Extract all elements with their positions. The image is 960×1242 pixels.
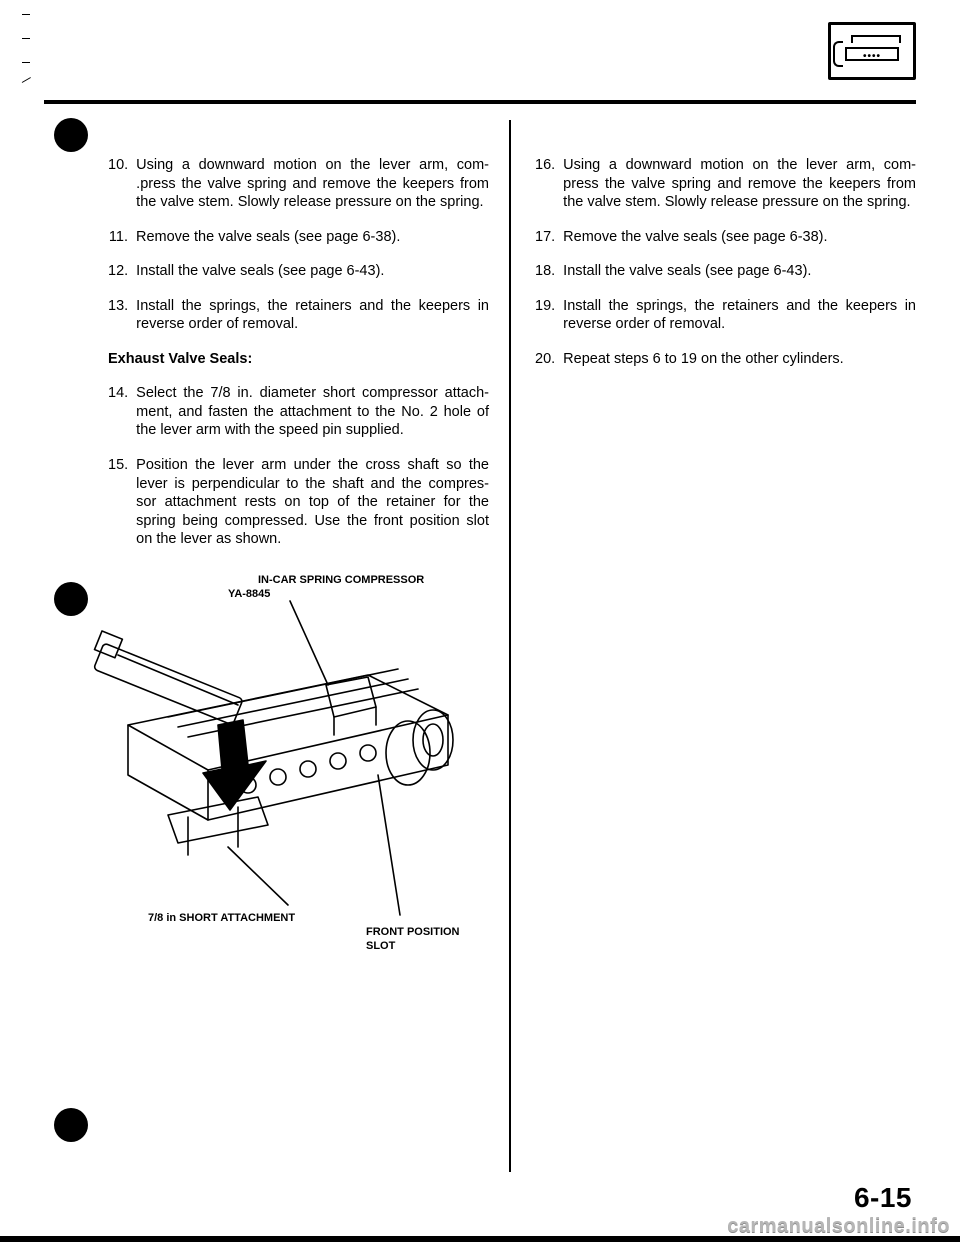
step-text: Select the 7/8 in. diameter short compre… — [136, 384, 489, 440]
step-item: 13.Install the springs, the retainers an… — [108, 297, 489, 334]
step-number: 14. — [108, 384, 136, 440]
step-item: 11.Remove the valve seals (see page 6-38… — [108, 228, 489, 247]
step-text: Repeat steps 6 to 19 on the other cylind… — [563, 350, 916, 369]
manual-page: •••• 10.Using a downward motion on the l… — [0, 0, 960, 1242]
step-item: 14.Select the 7/8 in. diameter short com… — [108, 384, 489, 440]
step-number: 11. — [108, 228, 136, 247]
diagram-label: FRONT POSITION — [366, 926, 460, 938]
step-text: Using a downward motion on the lever arm… — [136, 156, 489, 212]
section-icon: •••• — [828, 22, 916, 80]
step-number: 12. — [108, 262, 136, 281]
step-text: Install the valve seals (see page 6-43). — [563, 262, 916, 281]
step-item: 10.Using a downward motion on the lever … — [108, 156, 489, 212]
step-item: 20.Repeat steps 6 to 19 on the other cyl… — [535, 350, 916, 369]
bottom-rule — [0, 1236, 960, 1242]
step-text: Position the lever arm under the cross s… — [136, 456, 489, 549]
left-column: 10.Using a downward motion on the lever … — [108, 120, 501, 1172]
step-text: Install the valve seals (see page 6-43). — [136, 262, 489, 281]
step-item: 17.Remove the valve seals (see page 6-38… — [535, 228, 916, 247]
step-text: Remove the valve seals (see page 6-38). — [136, 228, 489, 247]
step-item: 18.Install the valve seals (see page 6-4… — [535, 262, 916, 281]
step-text: Remove the valve seals (see page 6-38). — [563, 228, 916, 247]
step-text: Using a downward motion on the lever arm… — [563, 156, 916, 212]
step-number: 16. — [535, 156, 563, 212]
diagram-label: IN-CAR SPRING COMPRESSOR — [258, 574, 424, 586]
watermark: carmanualsonline.info — [727, 1215, 950, 1238]
diagram-label: YA-8845 — [228, 588, 270, 600]
content-area: 10.Using a downward motion on the lever … — [54, 120, 916, 1172]
header-rule — [44, 100, 916, 104]
diagram-label: 7/8 in SHORT ATTACHMENT — [148, 912, 295, 924]
step-number: 13. — [108, 297, 136, 334]
column-divider — [509, 120, 511, 1172]
step-text: Install the springs, the retainers and t… — [136, 297, 489, 334]
step-number: 20. — [535, 350, 563, 369]
step-number: 17. — [535, 228, 563, 247]
step-item: 12.Install the valve seals (see page 6-4… — [108, 262, 489, 281]
section-icon-dots: •••• — [863, 51, 881, 62]
scan-edge-marks — [0, 0, 28, 90]
compressor-diagram: IN-CAR SPRING COMPRESSOR YA-8845 — [68, 565, 489, 965]
diagram-label: SLOT — [366, 940, 396, 952]
step-number: 10. — [108, 156, 136, 212]
step-text: Install the springs, the retainers and t… — [563, 297, 916, 334]
step-number: 19. — [535, 297, 563, 334]
step-number: 15. — [108, 456, 136, 549]
step-item: 15.Position the lever arm under the cros… — [108, 456, 489, 549]
section-heading: Exhaust Valve Seals: — [108, 350, 489, 369]
step-item: 16.Using a downward motion on the lever … — [535, 156, 916, 212]
page-number: 6-15 — [854, 1182, 912, 1214]
step-number: 18. — [535, 262, 563, 281]
step-item: 19.Install the springs, the retainers an… — [535, 297, 916, 334]
diagram-svg: IN-CAR SPRING COMPRESSOR YA-8845 — [68, 565, 488, 965]
right-column: 16.Using a downward motion on the lever … — [519, 120, 916, 1172]
